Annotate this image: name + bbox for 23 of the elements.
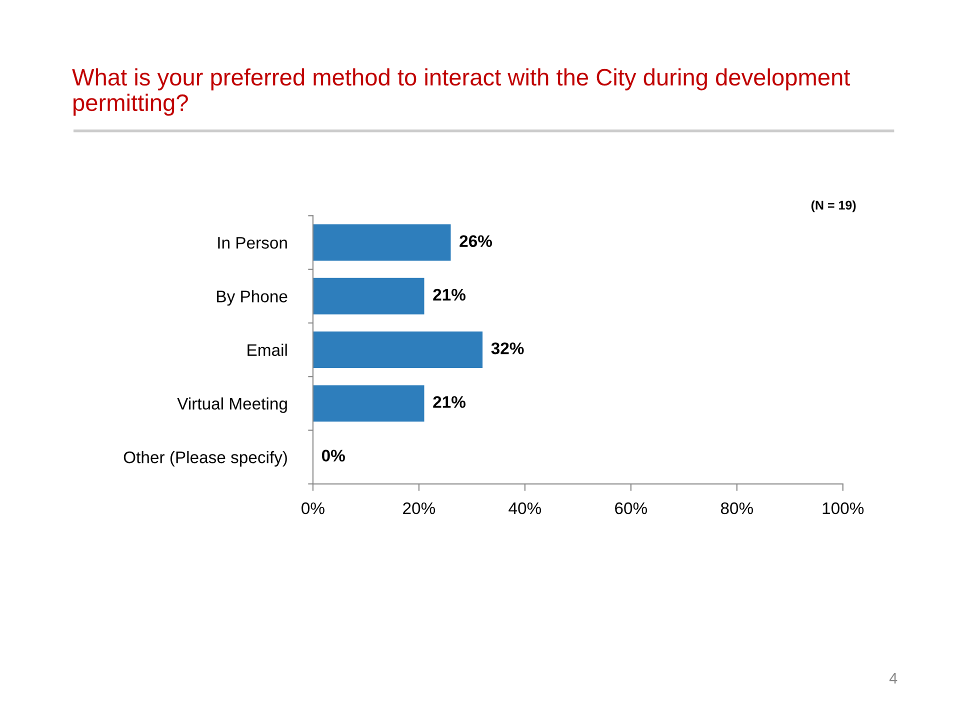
bar <box>312 278 424 314</box>
x-tick-label: 40% <box>508 502 542 514</box>
text: (N = 19) <box>811 200 856 212</box>
data-label: 21% <box>433 288 466 301</box>
data-label: 32% <box>491 342 524 354</box>
bar <box>312 332 483 368</box>
x-tick-label: 60% <box>615 502 647 514</box>
data-label: 0% <box>322 450 345 462</box>
y-tick-label: In Person <box>218 237 287 249</box>
y-tick-label: Virtual Meeting <box>177 397 287 413</box>
x-tick-label: 0% <box>302 502 324 514</box>
y-tick-label: By Phone <box>217 290 288 306</box>
y-tick-label: Email <box>248 344 287 356</box>
data-label: 21% <box>433 396 466 408</box>
chart-title: What is your preferred method to interact with the City during development permitting? <box>72 68 850 116</box>
bar <box>312 385 424 422</box>
x-tick-label: 20% <box>403 502 436 514</box>
text: 4 <box>889 672 898 684</box>
bar <box>312 224 451 261</box>
data-label: 26% <box>460 235 492 247</box>
x-tick-label: 80% <box>720 502 753 514</box>
y-tick-label: Other (Please specify) <box>124 451 287 467</box>
x-tick-label: 100% <box>822 502 864 514</box>
